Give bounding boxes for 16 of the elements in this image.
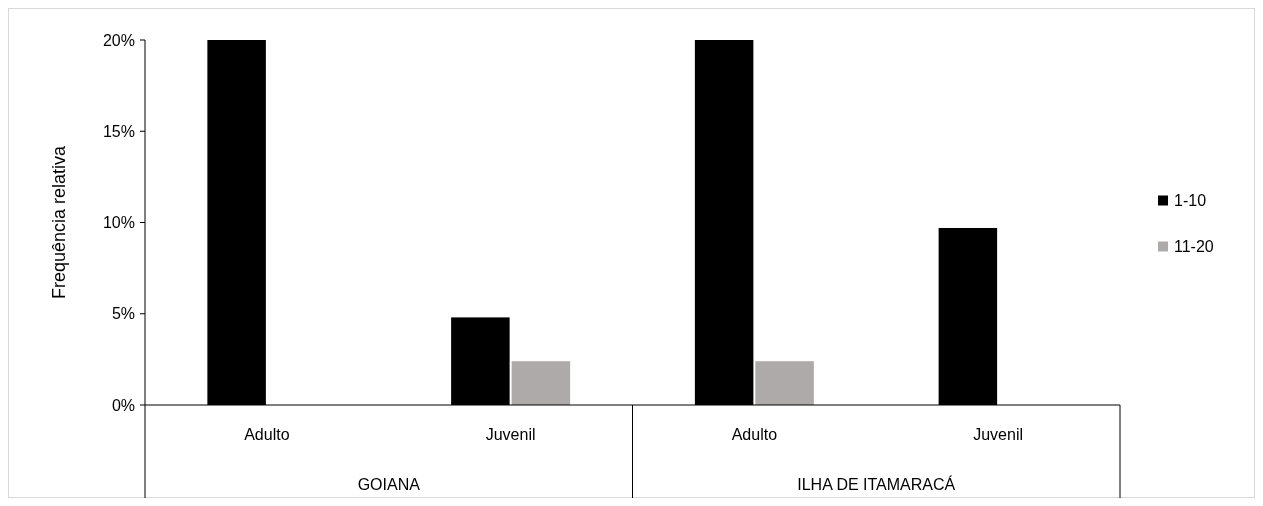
bar xyxy=(511,361,571,405)
y-tick-label: 20% xyxy=(102,31,135,49)
text: GOIANA xyxy=(357,476,421,493)
y-axis-title: Frequência relativa xyxy=(49,144,69,300)
legend-label: 11-20 xyxy=(1174,238,1214,256)
y-tick-label: 15% xyxy=(102,122,135,140)
x-tick-label: Juvenil xyxy=(973,426,1024,443)
x-tick-label: Adulto xyxy=(731,426,778,443)
y-tick-label: 5% xyxy=(111,305,135,323)
legend-label: 1-10 xyxy=(1174,192,1207,210)
text: ILHA DE ITAMARACÁ xyxy=(797,475,956,493)
y-tick-label: 10% xyxy=(102,214,135,232)
x-tick-label: Adulto xyxy=(244,426,290,443)
x-tick-label: Juvenil xyxy=(485,426,536,443)
bar xyxy=(755,361,814,405)
y-tick-label: 0% xyxy=(111,396,135,414)
